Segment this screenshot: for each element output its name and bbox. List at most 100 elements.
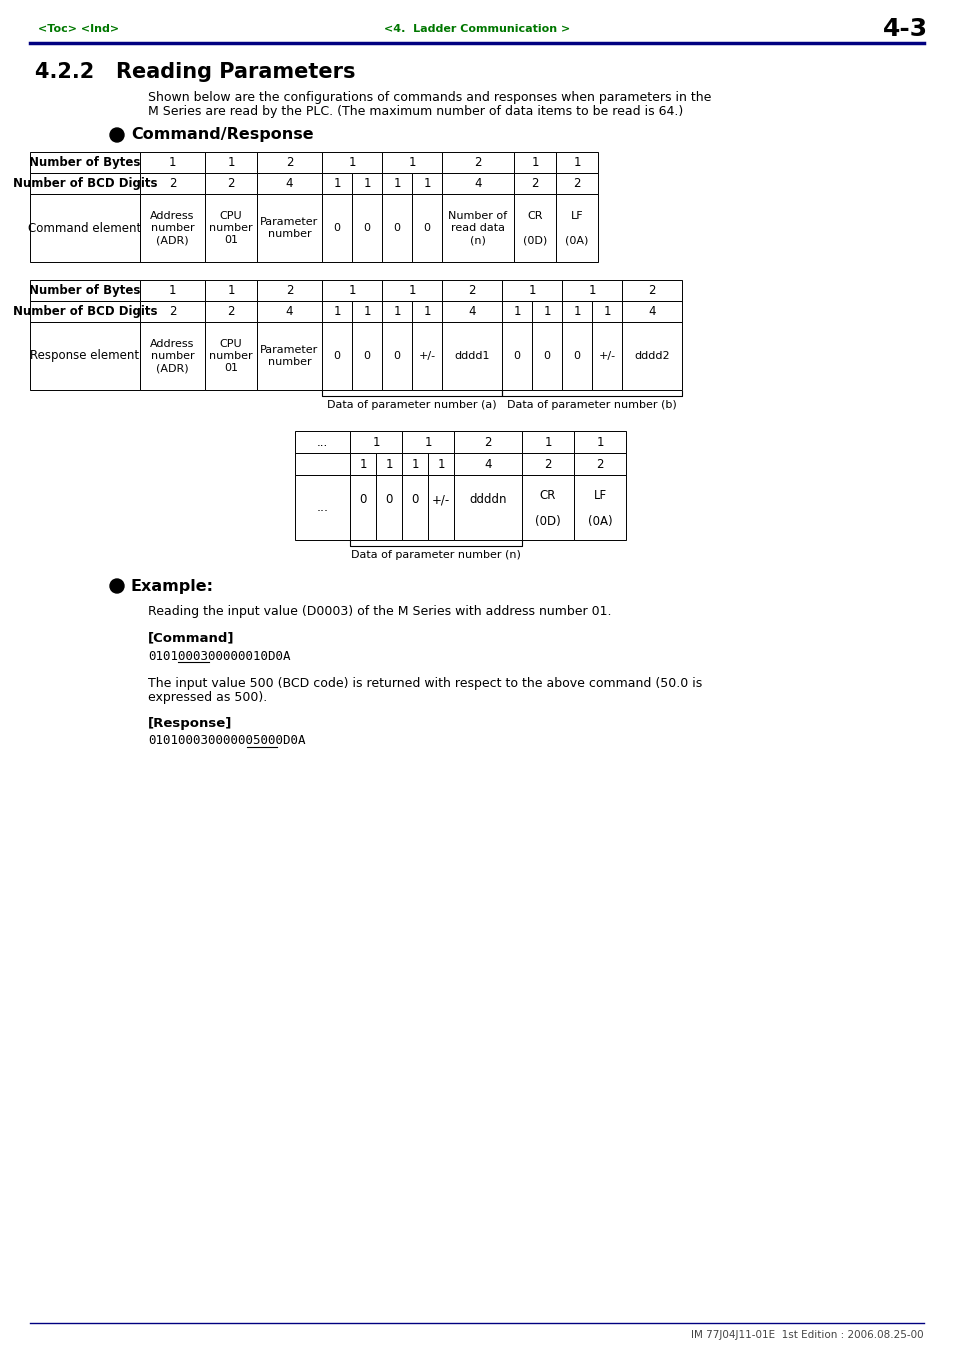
Text: [Command]: [Command] — [148, 631, 234, 644]
Text: 010100030000005000D0A: 010100030000005000D0A — [148, 735, 305, 747]
Text: 2: 2 — [596, 458, 603, 470]
Bar — [352, 322, 381, 390]
Bar — [205, 301, 256, 322]
Bar — [375, 453, 401, 476]
Bar — [514, 173, 556, 195]
Text: 1: 1 — [169, 284, 176, 297]
Text: Reading the input value (D0003) of the M Series with address number 01.: Reading the input value (D0003) of the M… — [148, 605, 611, 619]
Bar — [322, 280, 381, 301]
Text: 1: 1 — [333, 177, 340, 190]
Text: 4: 4 — [474, 177, 481, 190]
Text: 1: 1 — [363, 305, 371, 317]
Text: LF

(0A): LF (0A) — [565, 211, 588, 246]
Bar — [322, 153, 381, 173]
Bar — [256, 322, 322, 390]
Bar — [532, 322, 561, 390]
Bar — [521, 453, 574, 476]
Bar — [556, 153, 598, 173]
Text: CR

(0D): CR (0D) — [522, 211, 547, 246]
Text: Example:: Example: — [131, 578, 213, 593]
Text: 2: 2 — [169, 305, 176, 317]
Text: IM 77J04J11-01E  1st Edition : 2006.08.25-00: IM 77J04J11-01E 1st Edition : 2006.08.25… — [691, 1329, 923, 1340]
Text: The input value 500 (BCD code) is returned with respect to the above command (50: The input value 500 (BCD code) is return… — [148, 677, 701, 689]
Text: 2: 2 — [227, 305, 234, 317]
Bar — [322, 322, 352, 390]
Bar — [30, 173, 140, 195]
Text: Response element: Response element — [30, 350, 139, 362]
Bar — [256, 195, 322, 262]
Bar — [294, 431, 350, 453]
Bar — [428, 453, 454, 476]
Bar — [322, 173, 352, 195]
Bar — [521, 476, 574, 540]
Text: (0D): (0D) — [535, 515, 560, 528]
Bar — [441, 195, 514, 262]
Text: 4-3: 4-3 — [882, 18, 927, 41]
Text: 0: 0 — [334, 223, 340, 232]
Bar — [140, 301, 205, 322]
Text: 1: 1 — [542, 305, 550, 317]
Bar — [381, 195, 412, 262]
Text: 2: 2 — [531, 177, 538, 190]
Bar — [521, 431, 574, 453]
Text: 0: 0 — [411, 493, 418, 507]
Text: 1: 1 — [424, 435, 432, 449]
Text: 2: 2 — [648, 284, 655, 297]
Bar — [574, 431, 625, 453]
Bar — [441, 280, 501, 301]
Bar — [561, 301, 592, 322]
Text: 1: 1 — [348, 155, 355, 169]
Bar — [381, 153, 441, 173]
Text: 0101000300000010D0A: 0101000300000010D0A — [148, 650, 291, 662]
Text: Number of Bytes: Number of Bytes — [30, 284, 140, 297]
Bar — [401, 476, 428, 540]
Text: (0A): (0A) — [587, 515, 612, 528]
Text: 1: 1 — [531, 155, 538, 169]
Bar — [556, 195, 598, 262]
Bar — [621, 322, 681, 390]
Text: 0: 0 — [334, 351, 340, 361]
Bar — [205, 153, 256, 173]
Text: Command element: Command element — [29, 222, 141, 235]
Text: 1: 1 — [372, 435, 379, 449]
Bar — [592, 301, 621, 322]
Text: 1: 1 — [436, 458, 444, 470]
Bar — [501, 280, 561, 301]
Text: 1: 1 — [227, 284, 234, 297]
Text: 1: 1 — [227, 155, 234, 169]
Text: 4: 4 — [286, 305, 293, 317]
Bar — [381, 173, 412, 195]
Text: 4: 4 — [484, 458, 491, 470]
Bar — [352, 173, 381, 195]
Bar — [30, 153, 140, 173]
Bar — [441, 153, 514, 173]
Bar — [294, 476, 350, 540]
Bar — [401, 453, 428, 476]
Bar — [350, 431, 401, 453]
Bar — [256, 153, 322, 173]
Bar — [375, 476, 401, 540]
Bar — [140, 195, 205, 262]
Bar — [401, 431, 454, 453]
Text: 2: 2 — [468, 284, 476, 297]
Text: 2: 2 — [169, 177, 176, 190]
Text: 1: 1 — [348, 284, 355, 297]
Text: +/-: +/- — [418, 351, 436, 361]
Bar — [256, 301, 322, 322]
Bar — [205, 322, 256, 390]
Text: Shown below are the configurations of commands and responses when parameters in : Shown below are the configurations of co… — [148, 91, 711, 104]
Text: 0: 0 — [363, 223, 370, 232]
Text: Parameter
number: Parameter number — [260, 345, 318, 367]
Bar — [574, 453, 625, 476]
Text: Command/Response: Command/Response — [131, 127, 314, 142]
Bar — [556, 173, 598, 195]
Bar — [350, 453, 375, 476]
Text: +/-: +/- — [598, 351, 615, 361]
Bar — [381, 322, 412, 390]
Text: ...: ... — [316, 501, 328, 513]
Bar — [412, 322, 441, 390]
Text: LF: LF — [593, 489, 606, 503]
Bar — [30, 322, 140, 390]
Text: dddd1: dddd1 — [454, 351, 489, 361]
Text: dddd2: dddd2 — [634, 351, 669, 361]
